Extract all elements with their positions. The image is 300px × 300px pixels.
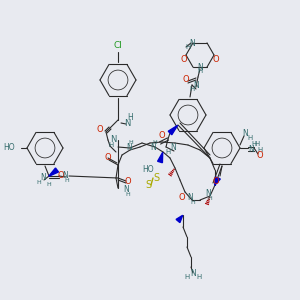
- Text: H: H: [251, 141, 256, 147]
- Text: H: H: [165, 149, 171, 155]
- Text: O: O: [125, 178, 131, 187]
- Text: H: H: [37, 179, 41, 184]
- Text: H: H: [208, 196, 212, 200]
- Text: H: H: [197, 68, 202, 74]
- Text: N: N: [62, 170, 68, 179]
- Polygon shape: [158, 152, 163, 163]
- Polygon shape: [49, 168, 58, 176]
- Polygon shape: [215, 177, 220, 185]
- Text: N: N: [190, 268, 196, 278]
- Text: H: H: [153, 140, 158, 146]
- Text: N: N: [248, 146, 254, 154]
- Text: O: O: [97, 125, 103, 134]
- Text: S: S: [153, 173, 159, 183]
- Text: O: O: [159, 130, 165, 140]
- Polygon shape: [176, 215, 183, 223]
- Text: H: H: [185, 44, 190, 50]
- Text: H: H: [129, 140, 134, 146]
- Text: H: H: [184, 274, 190, 280]
- Text: H: H: [196, 274, 202, 280]
- Text: H: H: [46, 182, 51, 187]
- Text: S: S: [145, 180, 151, 190]
- Text: H: H: [108, 142, 114, 148]
- Text: N: N: [189, 38, 195, 47]
- Text: O: O: [181, 56, 187, 64]
- Text: N: N: [170, 143, 176, 152]
- Text: O: O: [257, 152, 263, 160]
- Text: N: N: [205, 188, 211, 197]
- Text: H: H: [248, 135, 253, 141]
- Text: N: N: [197, 62, 203, 71]
- Text: HO: HO: [142, 166, 154, 175]
- Text: O: O: [105, 154, 111, 163]
- Text: N: N: [150, 143, 156, 152]
- Text: N: N: [123, 185, 129, 194]
- Text: O: O: [183, 76, 189, 85]
- Text: N: N: [193, 80, 199, 89]
- Text: O: O: [213, 178, 219, 187]
- Text: N: N: [187, 193, 193, 202]
- Text: H: H: [190, 200, 195, 205]
- Text: O: O: [58, 172, 64, 181]
- Text: HO: HO: [3, 143, 15, 152]
- Text: H: H: [64, 178, 69, 182]
- Text: H: H: [257, 147, 262, 153]
- Text: N: N: [124, 119, 130, 128]
- Polygon shape: [168, 125, 178, 135]
- Text: H: H: [254, 141, 260, 147]
- Text: N: N: [110, 134, 116, 143]
- Text: H: H: [189, 86, 195, 92]
- Text: N: N: [40, 173, 46, 182]
- Text: O: O: [179, 193, 185, 202]
- Text: O: O: [213, 56, 219, 64]
- Text: H: H: [126, 193, 130, 197]
- Text: H: H: [127, 113, 133, 122]
- Text: N: N: [242, 130, 248, 139]
- Text: Cl: Cl: [114, 41, 122, 50]
- Text: N: N: [126, 143, 132, 152]
